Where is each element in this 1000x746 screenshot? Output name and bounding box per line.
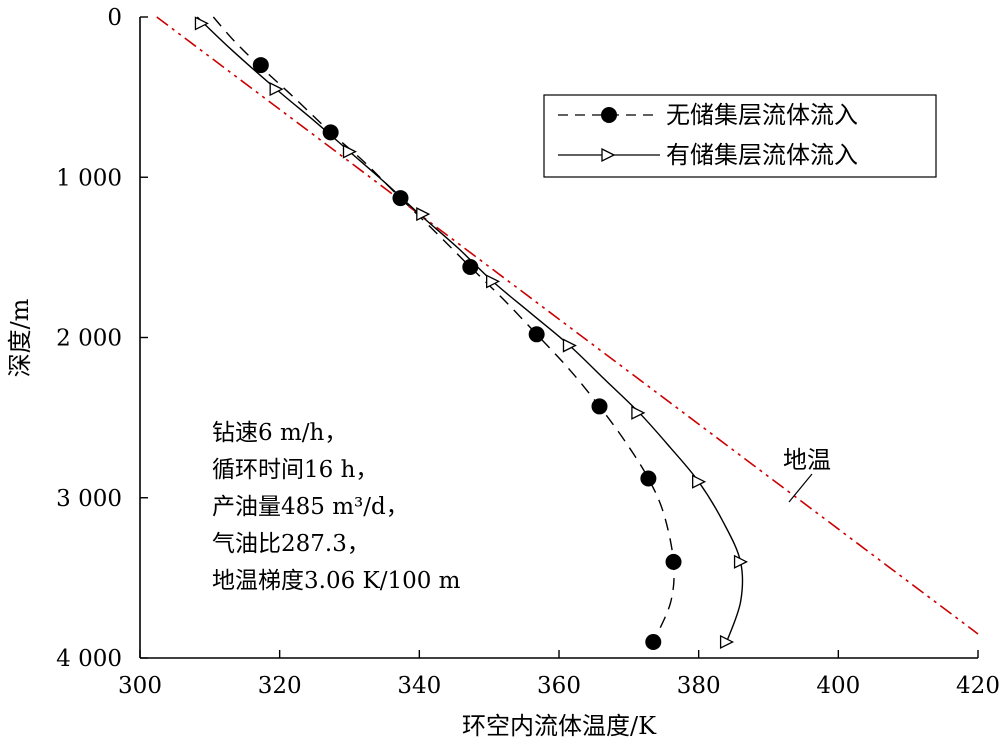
geotherm-annotation: 地温 <box>783 446 831 503</box>
y-tick-label: 0 <box>107 5 122 31</box>
data-point-circle <box>252 57 269 74</box>
x-axis-title: 环空内流体温度/K <box>462 712 657 740</box>
data-point-circle <box>528 326 545 343</box>
condition-notes: 钻速6 m/h， 循环时间16 h， 产油量485 m³/d， 气油比287.3… <box>212 420 461 594</box>
y-tick-label: 3 000 <box>56 486 122 512</box>
data-point-triangle <box>719 634 735 650</box>
x-tick-label: 420 <box>956 673 1000 699</box>
series-line <box>196 16 744 643</box>
legend-label-no-inflow: 无储集层流体流入 <box>666 101 858 129</box>
data-point-triangle <box>269 82 284 97</box>
y-tick-label: 1 000 <box>56 165 122 191</box>
series-line <box>212 16 675 643</box>
data-point-circle <box>591 398 608 415</box>
geotherm-label: 地温 <box>783 446 831 474</box>
data-point-triangle <box>416 207 431 222</box>
y-ticks: 0 1 000 2 000 3 000 4 000 <box>56 5 148 672</box>
data-point-circle <box>645 633 662 650</box>
data-point-circle <box>392 190 409 207</box>
y-tick-label: 2 000 <box>56 326 122 352</box>
geotherm-leader-line <box>788 473 813 503</box>
series-1 <box>194 16 749 650</box>
series-layer <box>156 16 979 650</box>
x-tick-label: 380 <box>677 673 721 699</box>
x-tick-label: 360 <box>537 673 581 699</box>
note-gas-oil-ratio: 气油比287.3， <box>212 531 370 557</box>
data-point-triangle <box>631 405 646 420</box>
y-tick-label: 4 000 <box>56 646 122 672</box>
data-point-circle <box>462 258 479 275</box>
x-tick-label: 320 <box>258 673 302 699</box>
note-drilling-speed: 钻速6 m/h， <box>212 420 347 446</box>
x-tick-label: 300 <box>118 673 162 699</box>
data-point-circle <box>665 553 682 570</box>
x-ticks: 300 320 340 360 380 400 420 <box>118 650 1000 699</box>
x-tick-label: 400 <box>816 673 860 699</box>
legend: 无储集层流体流入 有储集层流体流入 <box>543 94 937 178</box>
note-geothermal-gradient: 地温梯度3.06 K/100 m <box>212 568 461 594</box>
x-tick-label: 340 <box>397 673 441 699</box>
data-point-triangle <box>486 274 501 289</box>
data-point-triangle <box>733 554 749 569</box>
data-point-triangle <box>692 474 707 489</box>
legend-label-with-inflow: 有储集层流体流入 <box>666 141 858 169</box>
data-point-triangle <box>194 16 209 31</box>
legend-circle-marker <box>601 107 617 123</box>
note-circulation-time: 循环时间16 h， <box>212 457 378 483</box>
data-point-triangle <box>342 144 357 159</box>
data-point-triangle <box>562 338 577 353</box>
data-point-circle <box>640 470 657 487</box>
y-axis-title: 深度/m <box>6 298 34 377</box>
data-point-circle <box>322 124 339 141</box>
legend-triangle-marker <box>601 147 616 163</box>
note-oil-production: 产油量485 m³/d， <box>212 494 409 520</box>
